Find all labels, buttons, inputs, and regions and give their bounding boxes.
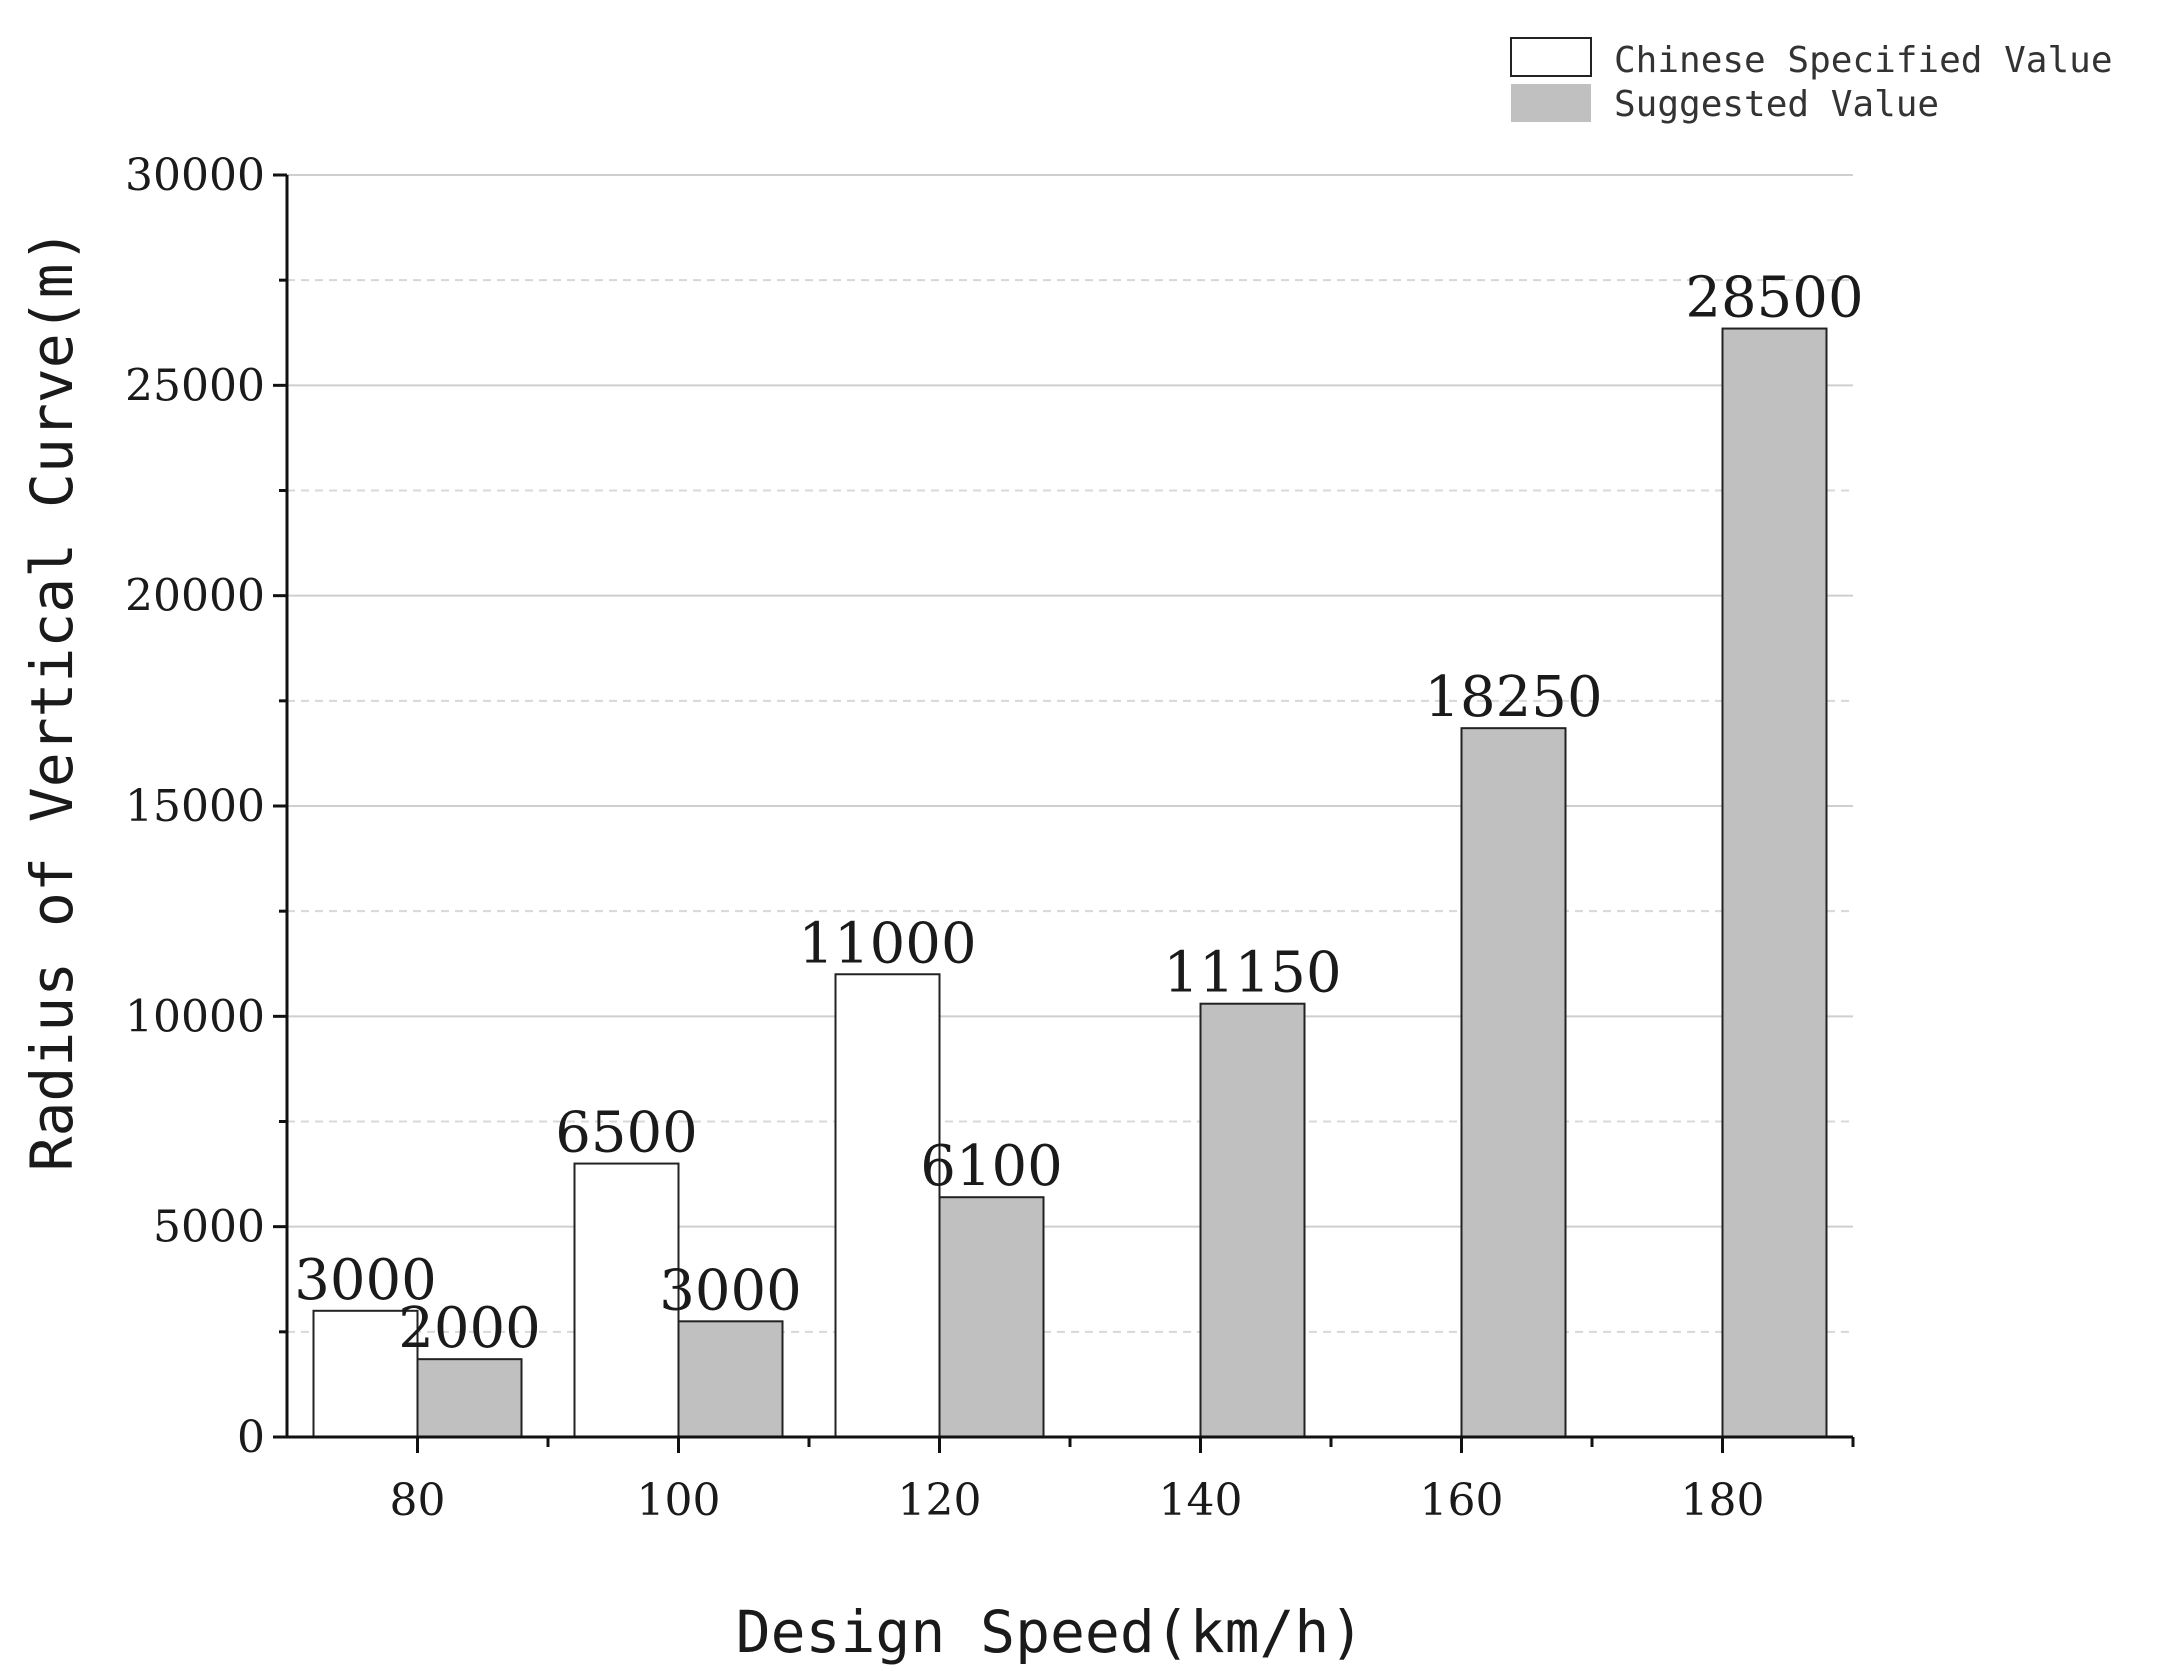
x-tick-label-120: 120: [898, 1475, 982, 1526]
axes: 0 5000 10000 15000 20000 25000 30000 80 100 120 14…: [125, 150, 1855, 1526]
data-label-suggested-120: 6100: [920, 1134, 1063, 1199]
x-axis-title: Design Speed(km/h): [736, 1598, 1365, 1666]
data-label-chinese-100: 6500: [555, 1101, 698, 1166]
data-label-chinese-120: 11000: [798, 911, 976, 976]
bar-suggested-140: [1199, 1002, 1306, 1438]
bar-suggested-120: [938, 1196, 1045, 1438]
y-tick-label: 25000: [125, 360, 265, 411]
y-tick-label: 5000: [153, 1202, 265, 1253]
data-label-suggested-160: 18250: [1424, 665, 1602, 730]
data-label-suggested-80: 2000: [398, 1296, 541, 1361]
x-tick-label-140: 140: [1159, 1475, 1243, 1526]
y-tick-label: 20000: [125, 571, 265, 622]
y-tick-label: 0: [237, 1412, 265, 1463]
legend-label-chinese: Chinese Specified Value: [1614, 40, 2113, 81]
y-tick-label: 10000: [125, 991, 265, 1042]
data-label-suggested-180: 28500: [1685, 266, 1863, 331]
bar-chinese-specified-80: [312, 1309, 419, 1439]
y-tick-label: 15000: [125, 781, 265, 832]
x-tick-label-180: 180: [1681, 1475, 1765, 1526]
y-tick-label: 30000: [125, 150, 265, 201]
bar-chinese-specified-100: [573, 1162, 680, 1438]
data-label-suggested-100: 3000: [659, 1258, 802, 1323]
y-axis-title: Radius of Vertical Curve(m): [18, 229, 86, 1172]
legend-swatch-chinese: [1510, 37, 1592, 77]
bar-suggested-100: [677, 1320, 784, 1438]
legend: Chinese Specified Value Suggested Value: [1510, 37, 2113, 125]
bar-suggested-180: [1721, 327, 1828, 1438]
bars: [312, 327, 1828, 1439]
x-tick-label-100: 100: [637, 1475, 721, 1526]
legend-label-suggested: Suggested Value: [1614, 84, 1939, 125]
x-tick-label-160: 160: [1420, 1475, 1504, 1526]
grid-lines: [287, 174, 1853, 1333]
x-tick-label-80: 80: [390, 1475, 446, 1526]
legend-swatch-suggested: [1511, 84, 1591, 122]
bar-suggested-160: [1460, 727, 1567, 1438]
data-label-suggested-140: 11150: [1163, 941, 1341, 1006]
data-label-chinese-80: 3000: [294, 1248, 437, 1313]
bar-suggested-80: [416, 1358, 523, 1438]
bar-chinese-specified-120: [834, 973, 941, 1438]
